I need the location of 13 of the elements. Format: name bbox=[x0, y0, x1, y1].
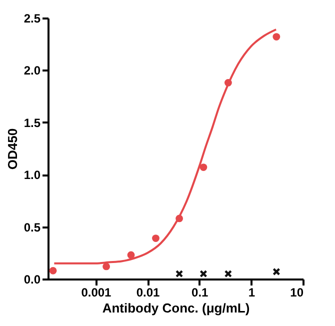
x-tick-label: 0.01 bbox=[136, 286, 160, 300]
y-tick-label: 1.5 bbox=[24, 116, 41, 130]
y-tick-label: 1.0 bbox=[24, 168, 41, 182]
y-axis-title: OD450 bbox=[4, 128, 20, 170]
y-tick-label: 2.5 bbox=[24, 12, 41, 26]
x-tick-label: 10 bbox=[290, 286, 304, 300]
y-tick-label: 0.5 bbox=[24, 220, 41, 234]
x-tick-label: 0.001 bbox=[81, 286, 112, 300]
x-axis-title: Antibody Conc. (μg/mL) bbox=[102, 300, 250, 316]
x-tick-label: 1 bbox=[248, 286, 256, 300]
y-tick-label: 2.0 bbox=[24, 64, 41, 78]
y-tick-label: 0.0 bbox=[24, 272, 41, 286]
x-tick-label: 0.1 bbox=[192, 286, 209, 300]
